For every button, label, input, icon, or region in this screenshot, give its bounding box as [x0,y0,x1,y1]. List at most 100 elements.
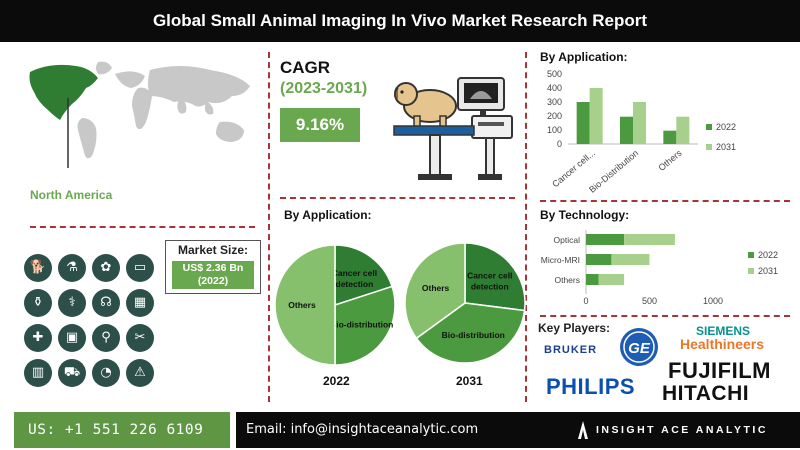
divider-right-h2 [540,315,790,317]
bar-2022 [586,234,625,245]
legend-swatch [706,124,712,130]
pie-section-title: By Application: [284,208,372,222]
technology-bar-chart: 0 500 1000 Optical Micro-MRI Others 2022 2031 [541,230,778,306]
alarm-icon: ⚠ [126,359,154,387]
bar-2022 [586,254,612,265]
scanner-icon: ▣ [58,324,86,352]
y-tick-label: 400 [547,83,562,93]
pie-year-2031: 2031 [456,374,483,388]
bar-2031 [624,234,675,245]
legend-label: 2031 [716,142,736,152]
bar-2031 [633,102,646,144]
legend-swatch [706,144,712,150]
divider-right [525,52,527,402]
pie-label: detection [471,282,509,292]
bruker-logo: BRUKER [544,344,598,356]
legend-label: 2031 [758,266,778,276]
pie-label: Others [288,300,316,310]
bar-2031 [611,254,650,265]
pill-bottle-icon: ✚ [24,324,52,352]
market-size-box: Market Size: US$ 2.36 Bn (2022) [165,240,261,294]
app-bar-title: By Application: [540,50,628,64]
bar-2031 [598,274,625,285]
cagr-value: 9.16% [280,108,360,142]
legend-swatch [748,268,754,274]
report-title: Global Small Animal Imaging In Vivo Mark… [0,0,800,42]
y-tick-label: 300 [547,97,562,107]
bar-2031 [676,116,690,144]
divider-left-h [30,226,255,228]
vials-icon: ⚱ [24,289,52,317]
bed-icon: ▭ [126,254,154,282]
pie-label: Bio-distribution [442,330,505,340]
ge-logo: GE [620,328,658,366]
brand-logo-icon [578,421,588,439]
pie-slice [274,244,336,366]
footer-bar: Email: info@insightaceanalytic.com INSIG… [236,412,800,448]
dog-xray-icon: ▦ [126,289,154,317]
pie-slice [404,242,466,340]
pie-label: detection [336,279,374,289]
x-tick-label: Others [656,148,684,173]
cage-icon: ▥ [24,359,52,387]
footer-phone: US: +1 551 226 6109 [14,412,230,448]
cagr-title: CAGR [280,58,331,77]
market-size-value: US$ 2.36 Bn (2022) [172,261,254,289]
pie-slice [334,244,394,307]
gauge-icon: ◔ [92,359,120,387]
bar-2031 [589,88,603,144]
market-size-year: (2022) [197,275,229,287]
bar-2022 [586,274,599,285]
svg-text:GE: GE [628,340,651,357]
tech-bar-title: By Technology: [540,208,630,222]
legend-label: 2022 [716,122,736,132]
x-tick-label: 1000 [703,296,723,306]
x-tick-label: 500 [642,296,657,306]
bar-2022 [663,130,677,144]
market-size-amount: US$ 2.36 Bn [182,262,244,274]
bottle-icon: ⚗ [58,254,86,282]
paw-icon: ✿ [92,254,120,282]
stethoscope-icon: ☊ [92,289,120,317]
dog-icon: 🐕 [24,254,52,282]
key-players-title: Key Players: [538,321,611,335]
y-tick-label: Others [554,275,580,285]
divider-left [268,52,270,402]
y-tick-label: 100 [547,125,562,135]
pie-label: Cancer cell [467,271,512,281]
bar-2022 [576,102,590,144]
x-tick-label: 0 [583,296,588,306]
cagr-years: (2023-2031) [280,80,368,97]
ambulance-icon: ⛟ [58,359,86,387]
pie-slice [464,242,526,312]
pie-year-2022: 2022 [323,374,350,388]
pie-slice [415,302,526,364]
pie-slice [334,285,396,366]
divider-right-h1 [540,200,790,202]
legend-label: 2022 [758,250,778,260]
y-tick-label: Optical [554,235,581,245]
y-tick-label: 0 [557,139,562,149]
syringe-icon: ⚕ [58,289,86,317]
scissors-icon: ✂ [126,324,154,352]
pie-label: Bio-distribution [330,319,393,329]
siemens-logo: SIEMENS [696,324,751,338]
world-map [29,61,250,168]
y-tick-label: 500 [547,69,562,79]
dog-imaging-illustration [393,77,513,180]
region-label: North America [30,188,113,202]
x-tick-label: Cancer cell... [550,148,597,189]
healthineers-logo: Healthineers [680,336,765,352]
y-tick-label: 200 [547,111,562,121]
footer-brand: INSIGHT ACE ANALYTIC [596,424,768,436]
north-america-shape [29,64,98,120]
divider-mid-h [280,197,515,199]
microscope-icon: ⚲ [92,324,120,352]
legend-swatch [748,252,754,258]
fujifilm-logo: FUJIFILM [668,358,771,383]
market-size-title: Market Size: [177,243,249,257]
footer-email: Email: info@insightaceanalytic.com [246,422,479,437]
